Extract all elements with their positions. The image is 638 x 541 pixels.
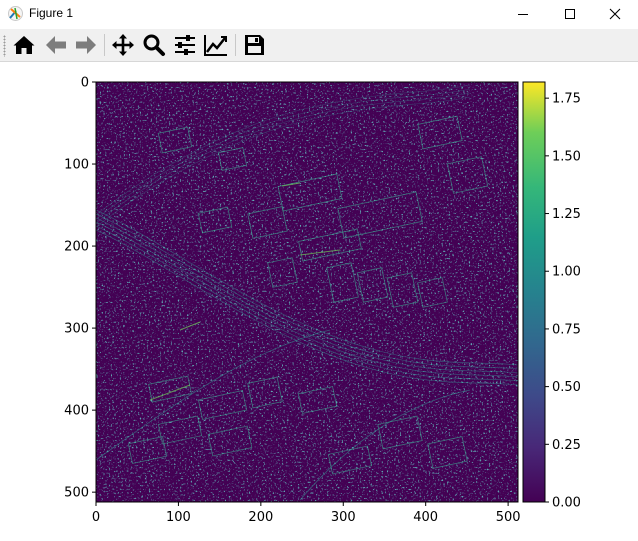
title-bar: Figure 1 <box>0 0 638 28</box>
colorbar-tick-label: 1.75 <box>552 92 581 107</box>
colorbar-tick-label: 0.25 <box>552 438 581 453</box>
colorbar-tick-label: 1.25 <box>552 207 581 222</box>
subplots-config-icon <box>175 35 195 55</box>
y-tick-label: 400 <box>64 404 89 419</box>
colorbar-gradient <box>523 82 545 502</box>
edit-curves-icon <box>204 35 227 56</box>
colorbar-frame <box>522 81 546 503</box>
toolbar-grip[interactable] <box>3 35 6 57</box>
toolbar-separator <box>235 34 236 56</box>
x-tick-label: 400 <box>413 510 438 525</box>
colorbar-tick-label: 1.00 <box>552 265 581 280</box>
maximize-icon <box>565 9 575 19</box>
save-button[interactable] <box>241 32 267 58</box>
colorbar-tick-label: 0.00 <box>552 496 581 511</box>
x-tick-label: 300 <box>331 510 356 525</box>
y-tick-label: 300 <box>64 322 89 337</box>
forward-icon <box>76 36 96 54</box>
zoom-button[interactable] <box>141 32 167 58</box>
back-button[interactable] <box>43 32 69 58</box>
colorbar-tick-label: 0.75 <box>552 322 581 337</box>
image-axes-frame <box>95 81 519 503</box>
pan-icon <box>112 34 134 56</box>
forward-button[interactable] <box>73 32 99 58</box>
x-tick-label: 500 <box>496 510 521 525</box>
x-tick-label: 100 <box>166 510 191 525</box>
colorbar: 0.00 0.25 0.50 0.75 1.00 1.25 1.50 1.75 <box>522 81 581 511</box>
window-title: Figure 1 <box>29 6 74 20</box>
x-axis: 0 100 200 300 400 500 <box>92 502 521 525</box>
zoom-icon <box>143 34 165 56</box>
back-icon <box>46 36 66 54</box>
y-tick-label: 0 <box>81 76 89 91</box>
subplots-config-button[interactable] <box>172 32 198 58</box>
y-tick-label: 200 <box>64 240 89 255</box>
colorbar-tick-label: 1.50 <box>552 149 581 164</box>
colorbar-tick-label: 0.50 <box>552 380 581 395</box>
x-tick-label: 0 <box>92 510 100 525</box>
toolbar-separator <box>104 34 105 56</box>
x-tick-label: 200 <box>248 510 273 525</box>
pan-button[interactable] <box>110 32 136 58</box>
navigation-toolbar <box>0 29 638 62</box>
home-icon <box>13 36 35 54</box>
minimize-button[interactable] <box>500 0 546 28</box>
y-axis: 0 100 200 300 400 500 <box>64 76 96 501</box>
y-tick-label: 100 <box>64 158 89 173</box>
maximize-button[interactable] <box>547 0 593 28</box>
app-icon <box>8 6 23 21</box>
home-button[interactable] <box>11 32 37 58</box>
save-icon <box>245 35 264 55</box>
edit-curves-button[interactable] <box>203 32 229 58</box>
minimize-icon <box>518 14 528 15</box>
close-icon <box>609 8 621 20</box>
heatmap-image[interactable] <box>96 82 518 502</box>
close-button[interactable] <box>592 0 638 28</box>
y-tick-label: 500 <box>64 486 89 501</box>
